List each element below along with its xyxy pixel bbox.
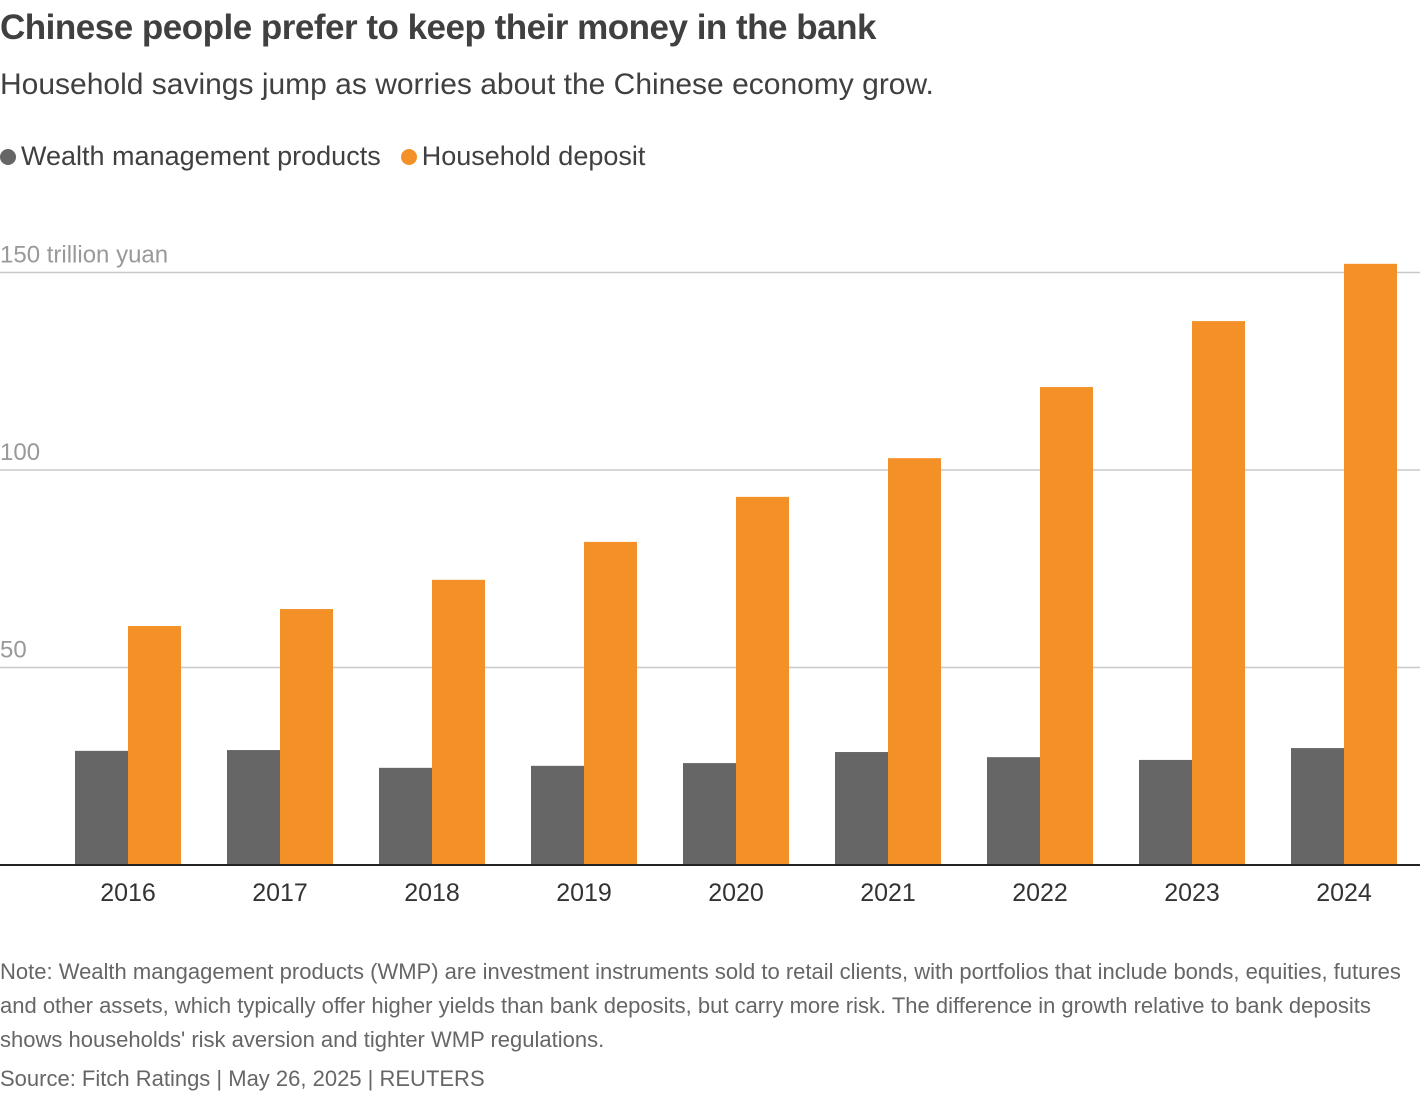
y-tick-label: 150 trillion yuan [0, 242, 168, 269]
y-tick-label: 100 [0, 439, 40, 466]
chart: 50 100 150 trillion yuan 2016 2017 2018 2019 20… [0, 242, 1420, 907]
legend-label: Household deposit [421, 141, 646, 171]
chart-subtitle: Household savings jump as worries about … [0, 68, 934, 101]
x-tick-label: 2022 [1012, 879, 1068, 907]
bar [987, 757, 1040, 865]
x-tick-label: 2019 [556, 879, 612, 907]
bar [379, 767, 432, 865]
bar [683, 763, 736, 865]
bar [736, 496, 789, 865]
x-tick-label: 2021 [860, 879, 916, 907]
bar [1291, 748, 1344, 865]
x-tick-label: 2018 [404, 879, 460, 907]
bar [888, 458, 941, 865]
note: Note: Wealth mangagement products (WMP) … [0, 959, 1401, 1052]
x-tick-label: 2016 [100, 879, 156, 907]
legend-item: Wealth management products [0, 141, 381, 172]
source: Source: Fitch Ratings | May 26, 2025 | R… [0, 1066, 485, 1091]
x-tick-label: 2017 [252, 879, 308, 907]
bar [227, 750, 280, 865]
legend-item: Household deposit [400, 141, 646, 172]
bar [531, 765, 584, 865]
legend: Wealth management products Household depo… [0, 141, 645, 172]
chart-title: Chinese people prefer to keep their mone… [0, 8, 876, 47]
bar [1192, 321, 1245, 866]
x-tick-label: 2020 [708, 879, 764, 907]
legend-swatch [0, 148, 16, 165]
legend-label: Wealth management products [21, 141, 381, 171]
legend-swatch [400, 148, 417, 165]
bar [1344, 263, 1397, 865]
bar [280, 609, 333, 865]
x-tick-label: 2024 [1316, 879, 1372, 907]
bar [835, 752, 888, 865]
bar [432, 579, 485, 865]
y-tick-label: 50 [0, 637, 27, 664]
bar [584, 541, 637, 865]
bar [1040, 387, 1093, 865]
bar [1139, 759, 1192, 865]
bar [128, 626, 181, 865]
bar [75, 750, 128, 865]
x-tick-label: 2023 [1164, 879, 1220, 907]
